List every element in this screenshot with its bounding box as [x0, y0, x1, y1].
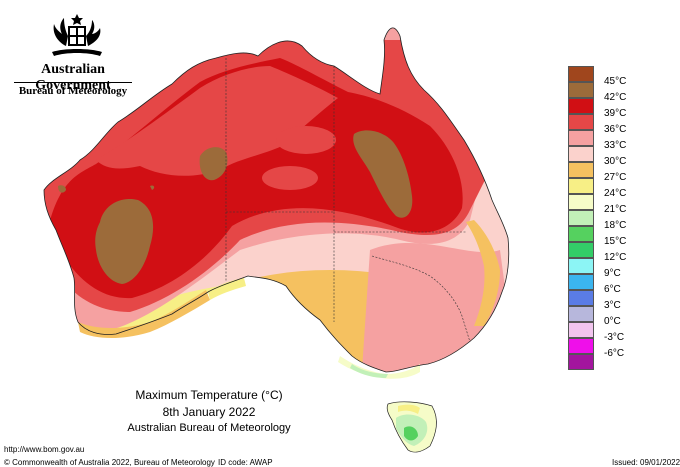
legend-swatch — [568, 354, 594, 370]
issued-date: Issued: 09/01/2022 — [612, 458, 680, 467]
legend-label: -6°C — [604, 348, 625, 359]
logo-divider — [14, 82, 132, 83]
bureau-name: Bureau of Meteorology — [18, 85, 128, 97]
legend-swatch — [568, 130, 594, 146]
legend-label: 0°C — [604, 316, 621, 327]
australia-temperature-map — [43, 27, 510, 453]
legend-swatch — [568, 242, 594, 258]
legend-label: 30°C — [604, 156, 627, 167]
legend-label: 39°C — [604, 108, 627, 119]
map-source: Australian Bureau of Meteorology — [127, 422, 291, 434]
legend-label: 42°C — [604, 92, 627, 103]
legend-label: 24°C — [604, 188, 627, 199]
tasmania — [386, 401, 437, 453]
state-borders — [225, 58, 471, 343]
id-code: ID code: AWAP — [218, 458, 273, 467]
legend-label: 9°C — [604, 268, 621, 279]
legend-swatch — [568, 98, 594, 114]
legend-swatch — [568, 258, 594, 274]
legend-swatch — [568, 274, 594, 290]
legend-swatch — [568, 306, 594, 322]
legend-swatch — [568, 210, 594, 226]
legend-swatch — [568, 114, 594, 130]
legend-label: 15°C — [604, 236, 627, 247]
legend-label: 27°C — [604, 172, 627, 183]
legend-label: 21°C — [604, 204, 627, 215]
legend-label: 18°C — [604, 220, 627, 231]
legend-label: 45°C — [604, 76, 627, 87]
legend-label: 3°C — [604, 300, 621, 311]
legend-swatch — [568, 290, 594, 306]
legend-swatch — [568, 178, 594, 194]
legend-label: 6°C — [604, 284, 621, 295]
legend-swatch — [568, 82, 594, 98]
legend-swatch — [568, 66, 594, 82]
legend-label: 12°C — [604, 252, 627, 263]
legend-swatch — [568, 162, 594, 178]
legend-swatch — [568, 338, 594, 354]
website-url: http://www.bom.gov.au — [4, 445, 85, 454]
legend-label: -3°C — [604, 332, 625, 343]
government-logo: Australian Government Bureau of Meteorol… — [8, 12, 138, 102]
legend-label: 36°C — [604, 124, 627, 135]
legend-swatch — [568, 322, 594, 338]
coat-of-arms-icon — [52, 14, 102, 56]
legend-swatch — [568, 146, 594, 162]
map-title: Maximum Temperature (°C) — [135, 388, 283, 402]
legend-swatch — [568, 226, 594, 242]
legend-label: 33°C — [604, 140, 627, 151]
map-date: 8th January 2022 — [162, 405, 256, 419]
legend-swatch — [568, 194, 594, 210]
government-name: Australian Government — [35, 62, 111, 93]
copyright-notice: © Commonwealth of Australia 2022, Bureau… — [4, 458, 215, 467]
